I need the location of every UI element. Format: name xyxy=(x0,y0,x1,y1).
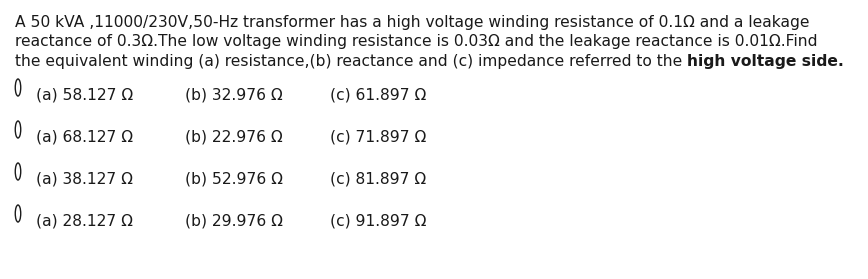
Text: (b) 32.976 Ω: (b) 32.976 Ω xyxy=(185,88,283,103)
Text: (b) 29.976 Ω: (b) 29.976 Ω xyxy=(185,214,283,229)
Text: (a) 28.127 Ω: (a) 28.127 Ω xyxy=(36,214,133,229)
Text: the equivalent winding (a) resistance,(b) reactance and (c) impedance referred t: the equivalent winding (a) resistance,(b… xyxy=(15,54,687,69)
Text: (c) 91.897 Ω: (c) 91.897 Ω xyxy=(330,214,426,229)
Text: high voltage side.: high voltage side. xyxy=(687,54,844,69)
Text: A 50 kVA ,11000/230V,50-Hz transformer has a high voltage winding resistance of : A 50 kVA ,11000/230V,50-Hz transformer h… xyxy=(15,15,810,30)
Text: (a) 38.127 Ω: (a) 38.127 Ω xyxy=(36,172,133,187)
Text: (c) 71.897 Ω: (c) 71.897 Ω xyxy=(330,130,426,145)
Text: reactance of 0.3Ω.The low voltage winding resistance is 0.03Ω and the leakage re: reactance of 0.3Ω.The low voltage windin… xyxy=(15,35,818,49)
Text: (b) 22.976 Ω: (b) 22.976 Ω xyxy=(185,130,283,145)
Text: (a) 68.127 Ω: (a) 68.127 Ω xyxy=(36,130,133,145)
Text: (c) 61.897 Ω: (c) 61.897 Ω xyxy=(330,88,426,103)
Text: (b) 52.976 Ω: (b) 52.976 Ω xyxy=(185,172,283,187)
Text: (a) 58.127 Ω: (a) 58.127 Ω xyxy=(36,88,134,103)
Text: (c) 81.897 Ω: (c) 81.897 Ω xyxy=(330,172,426,187)
